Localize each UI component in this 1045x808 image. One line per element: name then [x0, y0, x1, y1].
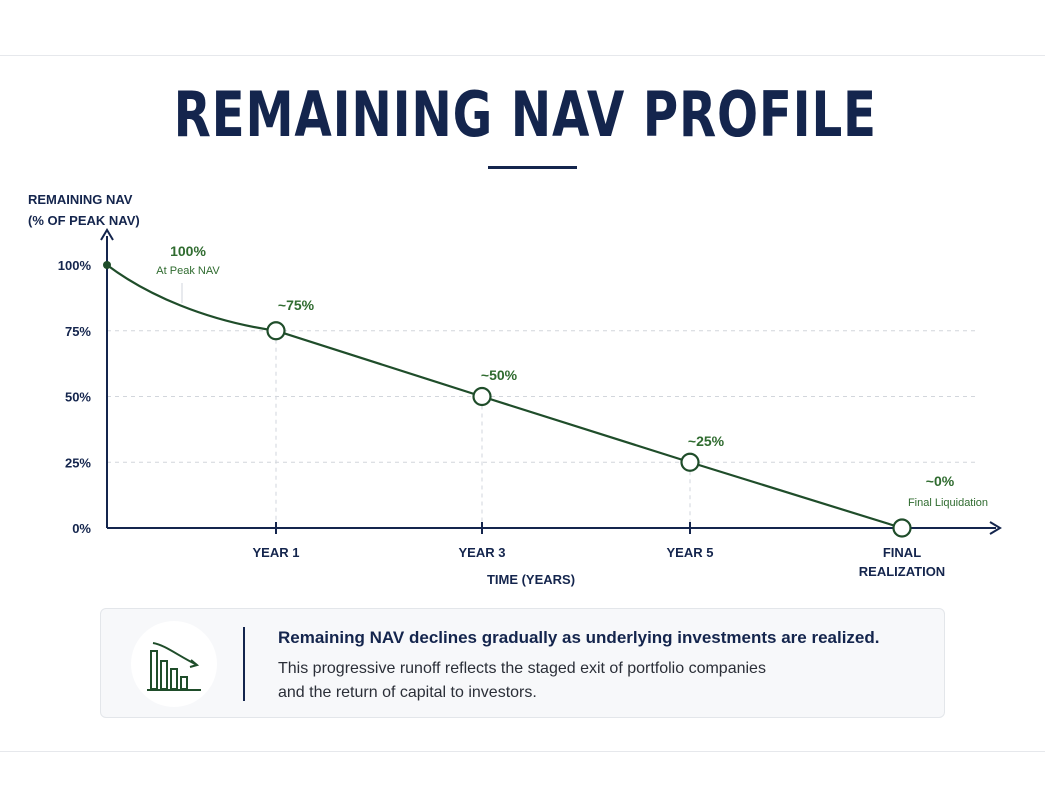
point-label-2: ~50%	[481, 367, 518, 383]
x-tick-label-1: YEAR 1	[253, 545, 300, 560]
point-label-1: ~75%	[278, 297, 315, 313]
page-frame	[0, 55, 1045, 752]
grid-lines	[107, 283, 975, 528]
point-label-0: 100%	[170, 243, 206, 259]
point-marker-3	[680, 452, 700, 472]
series-line	[103, 261, 912, 538]
y-axis-label-line-1: REMAINING NAV	[28, 192, 133, 207]
point-sublabel-4: Final Liquidation	[908, 497, 988, 509]
y-axis-arrow	[100, 228, 114, 241]
x-axis-title: TIME (YEARS)	[487, 572, 575, 587]
callout-body: This progressive runoff reflects the sta…	[278, 657, 918, 705]
summary-callout: Remaining NAV declines gradually as unde…	[100, 608, 945, 718]
point-marker-start	[103, 261, 111, 269]
callout-body-line-1: This progressive runoff reflects the sta…	[278, 660, 766, 677]
y-tick-label-75: 75%	[65, 324, 91, 339]
point-label-3: ~25%	[688, 433, 725, 449]
y-axis-label-line-2: (% OF PEAK NAV)	[28, 213, 140, 228]
y-tick-label-50: 50%	[65, 390, 91, 405]
y-tick-label-100: 100%	[58, 258, 92, 273]
y-tick-label-25: 25%	[65, 455, 91, 470]
point-marker-1	[266, 321, 286, 341]
declining-bar-chart-icon	[147, 642, 201, 691]
y-tick-label-0: 0%	[72, 521, 91, 536]
point-sublabel-0: At Peak NAV	[156, 265, 220, 277]
x-tick-label-4-line-2: REALIZATION	[859, 564, 945, 579]
x-tick-label-3: YEAR 5	[667, 545, 714, 560]
axes	[100, 228, 1002, 535]
nav-line-chart: 100% 75% 50% 25% 0% REMAINING NAV (% OF PEAK N…	[28, 192, 1002, 587]
point-marker-2	[472, 386, 492, 407]
callout-body-line-2: and the return of capital to investors.	[278, 684, 537, 701]
x-tick-label-4-line-1: FINAL	[883, 545, 921, 560]
callout-icon-circle	[131, 621, 217, 707]
page-title: REMAINING NAV PROFILE	[173, 78, 877, 151]
title-underline	[488, 166, 577, 169]
callout-divider	[243, 627, 245, 701]
chart-labels: 100% 75% 50% 25% 0% REMAINING NAV (% OF PEAK N…	[28, 192, 988, 587]
point-label-4: ~0%	[926, 473, 955, 489]
point-marker-4	[892, 518, 912, 538]
x-tick-label-2: YEAR 3	[459, 545, 506, 560]
callout-headline: Remaining NAV declines gradually as unde…	[278, 628, 880, 647]
x-axis-arrow	[989, 521, 1002, 535]
